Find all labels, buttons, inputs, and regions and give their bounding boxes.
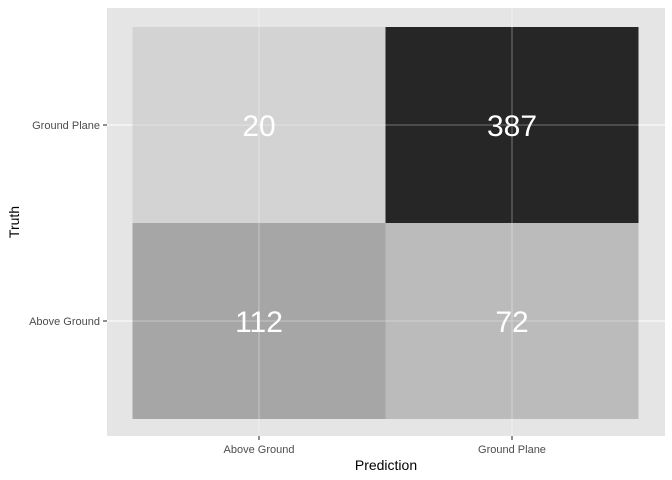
cell-value-above-ground-above-ground: 112 <box>235 306 283 339</box>
x-axis-ticks: Above Ground Ground Plane <box>224 436 546 456</box>
cell-above-ground-above-ground <box>132 223 386 419</box>
y-tick-label: Ground Plane <box>32 120 100 132</box>
heatmap-cells <box>132 27 639 419</box>
cell-value-above-ground-ground-plane: 20 <box>242 110 275 143</box>
y-tick-label: Above Ground <box>29 316 100 328</box>
y-axis-title: Truth <box>6 206 22 238</box>
y-axis-ticks: Above Ground Ground Plane <box>29 120 107 328</box>
x-tick-label: Ground Plane <box>478 444 546 456</box>
cell-ground-plane-ground-plane <box>385 27 639 223</box>
vertical-gridlines <box>107 8 665 436</box>
cell-above-ground-ground-plane <box>132 27 386 223</box>
cell-value-ground-plane-above-ground: 72 <box>495 306 528 339</box>
x-axis-title: Prediction <box>355 457 417 473</box>
cell-value-labels: 20 387 112 72 <box>235 110 537 339</box>
cell-value-ground-plane-ground-plane: 387 <box>487 110 537 143</box>
x-tick-label: Above Ground <box>224 444 295 456</box>
cell-ground-plane-above-ground <box>385 223 639 419</box>
